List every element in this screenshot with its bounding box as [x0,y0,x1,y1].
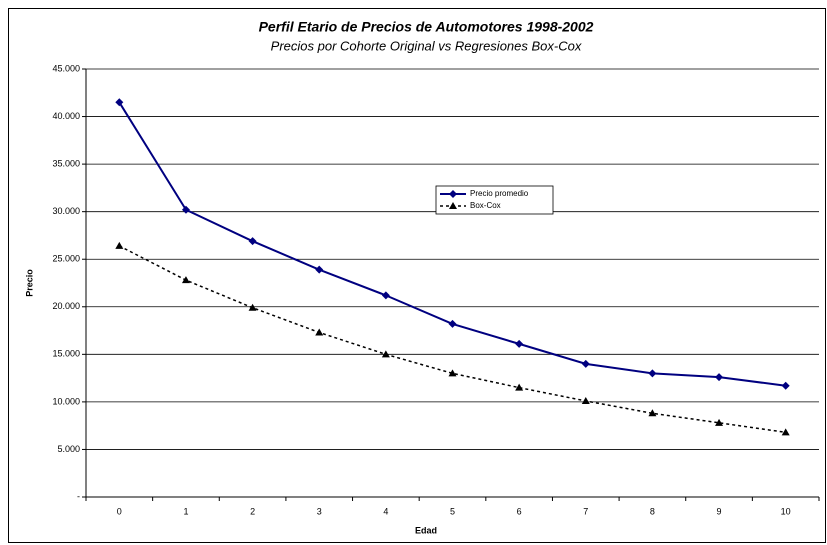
marker [581,396,590,404]
marker [781,428,790,436]
chart-subtitle: Precios por Cohorte Original vs Regresio… [271,38,582,53]
marker [715,373,724,382]
legend-marker [449,202,457,209]
marker [448,319,457,328]
chart-title: Perfil Etario de Precios de Automotores … [259,19,594,35]
marker [315,328,324,336]
y-tick-label: 5.000 [57,444,80,454]
y-axis-title: Precio [24,269,34,297]
legend-box [435,185,554,215]
y-tick-label: 35.000 [52,158,80,168]
y-tick-label: 25.000 [52,254,80,264]
marker [115,241,124,249]
x-tick-label: 7 [583,506,588,516]
marker [515,339,524,348]
y-tick-label: 20.000 [52,301,80,311]
x-tick-label: 8 [650,506,655,516]
y-tick-label: 15.000 [52,349,80,359]
legend-label: Box-Cox [470,201,501,210]
marker [181,205,190,214]
marker [381,350,390,358]
x-tick-label: 5 [450,506,455,516]
y-tick-label: 45.000 [52,63,80,73]
marker [515,383,524,391]
x-axis-title: Edad [415,525,437,535]
x-tick-label: 3 [317,506,322,516]
x-tick-label: 9 [717,506,722,516]
x-tick-label: 4 [383,506,388,516]
y-tick-label: 30.000 [52,206,80,216]
x-tick-label: 2 [250,506,255,516]
x-tick-label: 6 [517,506,522,516]
y-tick-label: 40.000 [52,111,80,121]
marker [781,381,790,390]
x-tick-label: 10 [781,506,791,516]
series-line [118,245,786,434]
marker [715,418,724,426]
marker [115,98,124,107]
marker [248,237,257,246]
marker [248,303,257,311]
marker [581,359,590,368]
marker [315,265,324,274]
marker [181,276,190,284]
marker [648,369,657,378]
y-tick-label: 10.000 [52,396,80,406]
marker [648,409,657,417]
x-tick-label: 0 [117,506,122,516]
legend-marker [449,190,457,198]
marker [448,369,457,377]
chart-border [8,8,826,543]
x-tick-label: 1 [183,506,188,516]
y-tick-label: - [77,491,80,501]
marker [381,291,390,300]
legend-label: Precio promedio [470,189,529,198]
